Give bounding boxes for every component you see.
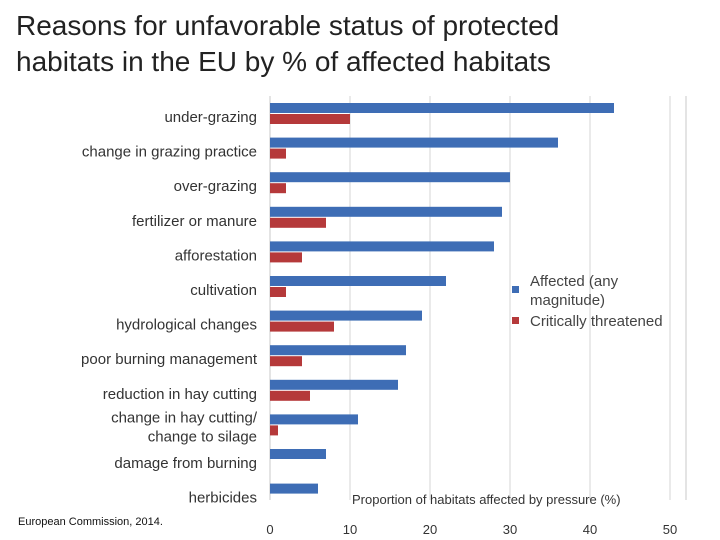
x-tick-label-30: 30 <box>503 522 517 537</box>
category-label-3: fertilizer or manure <box>132 213 257 230</box>
category-label-8: reduction in hay cutting <box>103 386 257 403</box>
category-label-2: over-grazing <box>174 178 257 195</box>
category-label-6: hydrological changes <box>116 317 257 334</box>
bar-affected-4 <box>270 241 494 252</box>
chart-legend: Affected (any magnitude) Critically thre… <box>512 272 680 333</box>
bar-affected-11 <box>270 483 318 494</box>
bar-critical-3 <box>270 217 326 228</box>
legend-swatch-affected <box>512 286 519 293</box>
x-tick-label-40: 40 <box>583 522 597 537</box>
bar-affected-0 <box>270 103 614 113</box>
bar-critical-4 <box>270 252 302 263</box>
bar-critical-2 <box>270 183 286 194</box>
title-line-1: Reasons for unfavorable status of protec… <box>16 10 560 41</box>
category-label-1: change in grazing practice <box>82 144 257 161</box>
bar-affected-8 <box>270 379 398 390</box>
category-label-9-line-0: change in hay cutting/ <box>111 409 258 426</box>
bar-critical-6 <box>270 321 334 332</box>
category-label-0: under-grazing <box>164 109 257 126</box>
bar-affected-9 <box>270 414 358 425</box>
x-tick-label-0: 0 <box>266 522 273 537</box>
bar-critical-7 <box>270 356 302 367</box>
bar-critical-8 <box>270 390 310 401</box>
legend-swatch-critical <box>512 317 519 324</box>
bar-affected-1 <box>270 137 558 148</box>
x-tick-label-50: 50 <box>663 522 677 537</box>
category-label-7: poor burning management <box>81 351 258 368</box>
x-tick-label-10: 10 <box>343 522 357 537</box>
bar-affected-6 <box>270 310 422 321</box>
chart-title: Reasons for unfavorable status of protec… <box>16 8 706 80</box>
bar-affected-10 <box>270 449 326 459</box>
category-label-9-line-1: change to silage <box>148 428 257 445</box>
source-citation: European Commission, 2014. <box>18 516 163 528</box>
bar-critical-0 <box>270 114 350 124</box>
category-label-4: afforestation <box>175 247 257 264</box>
bar-critical-9 <box>270 425 278 436</box>
bar-affected-3 <box>270 206 502 217</box>
legend-label-critical: Critically threatened <box>530 313 663 330</box>
legend-item-critical: Critically threatened <box>512 312 680 331</box>
bar-affected-5 <box>270 276 446 286</box>
legend-item-affected: Affected (any magnitude) <box>512 272 680 310</box>
x-tick-label-20: 20 <box>423 522 437 537</box>
legend-label-affected: Affected (any magnitude) <box>530 273 619 309</box>
title-line-2: habitats in the EU by % of affected habi… <box>16 46 551 77</box>
category-label-5: cultivation <box>190 282 257 299</box>
category-label-11: herbicides <box>189 490 257 507</box>
category-label-10: damage from burning <box>114 455 257 472</box>
bar-critical-5 <box>270 287 286 297</box>
bar-affected-7 <box>270 345 406 356</box>
bar-critical-1 <box>270 148 286 159</box>
x-axis-label: Proportion of habitats affected by press… <box>352 492 621 507</box>
bar-affected-2 <box>270 172 510 183</box>
